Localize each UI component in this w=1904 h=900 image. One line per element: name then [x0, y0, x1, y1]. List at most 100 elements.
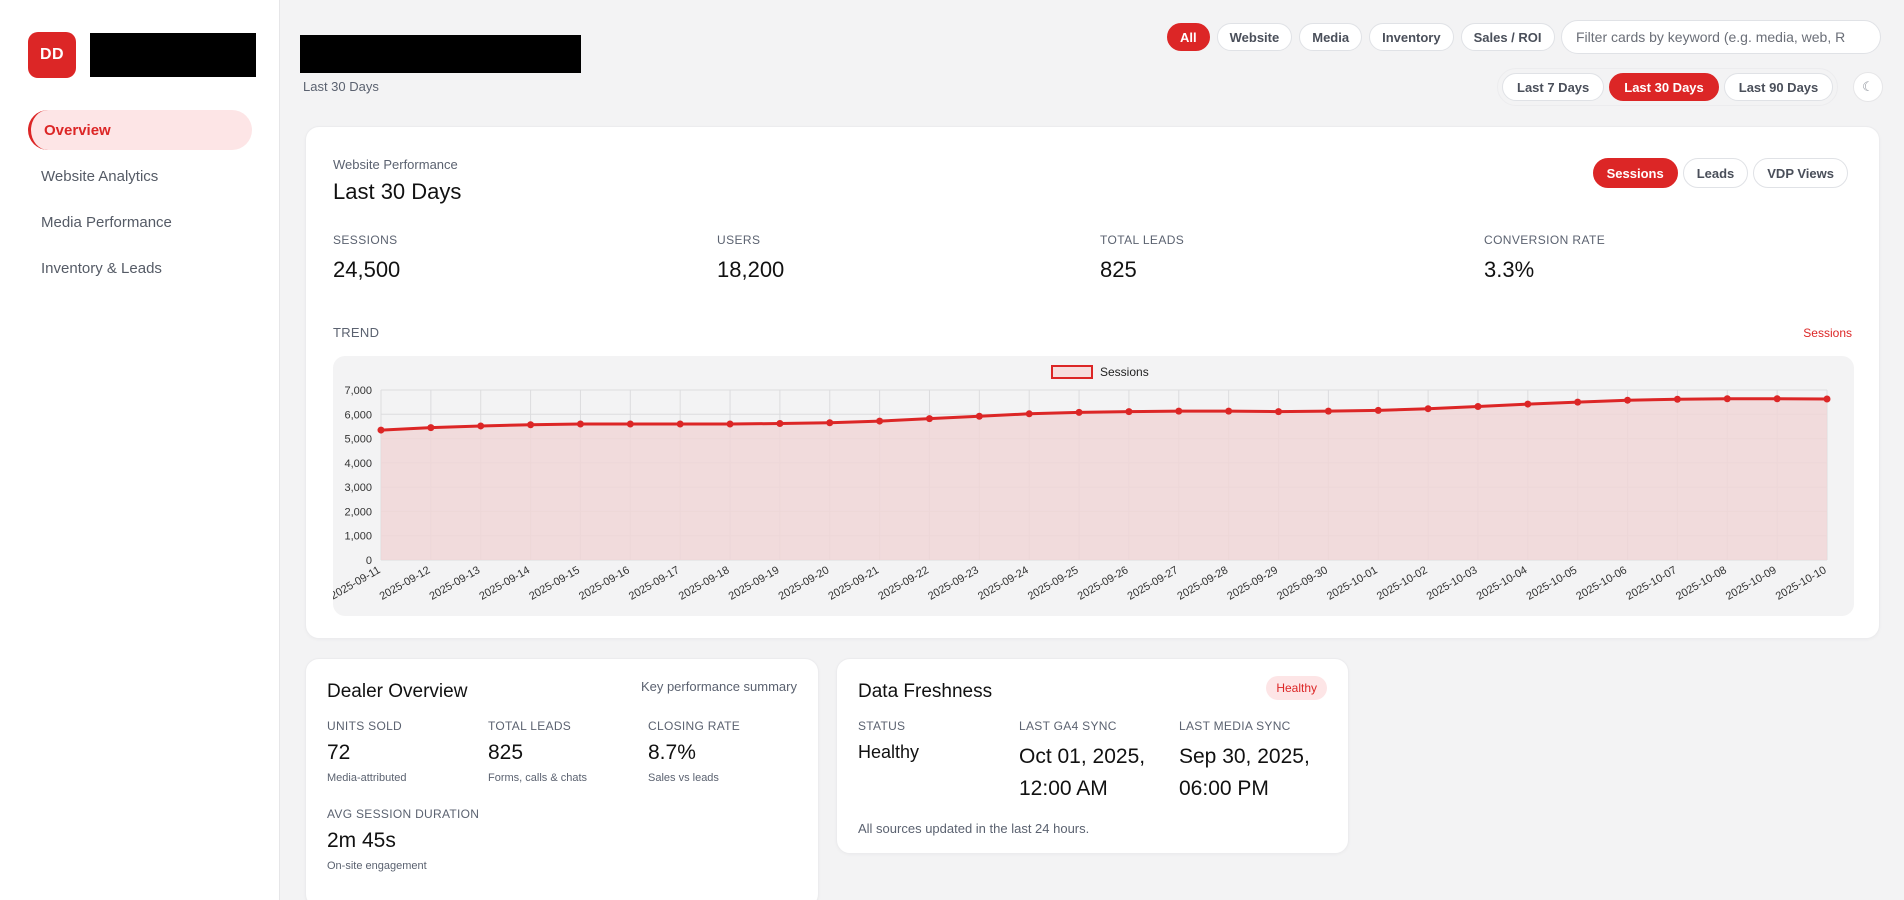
data-point [1324, 407, 1332, 415]
x-tick-label: 2025-09-11 [333, 564, 383, 602]
data-point [626, 420, 634, 428]
range-last-90-days[interactable]: Last 90 Days [1723, 73, 1834, 101]
metric-value: 72 [327, 741, 351, 764]
sidebar: DD Overview Website Analytics Media Perf… [0, 0, 280, 900]
range-last-30-days[interactable]: Last 30 Days [1609, 73, 1719, 101]
data-point [1125, 408, 1133, 416]
card-title: Last 30 Days [333, 179, 462, 204]
trend-label: TREND [333, 325, 380, 340]
tab-leads[interactable]: Leads [1682, 158, 1749, 188]
metric-label: TOTAL LEADS [488, 719, 572, 733]
ga4-sync-date: Oct 01, 2025, [1019, 745, 1146, 768]
kpi-value: 3.3% [1484, 257, 1535, 282]
data-point [1524, 400, 1532, 408]
sidebar-item-overview[interactable]: Overview [28, 110, 252, 150]
metric-sub: Forms, calls & chats [488, 772, 588, 784]
tab-sessions[interactable]: Sessions [1592, 158, 1678, 188]
data-point [726, 420, 734, 428]
kpi-label: USERS [717, 233, 761, 247]
data-point [1474, 403, 1482, 411]
x-tick-label: 2025-09-27 [1126, 564, 1181, 603]
x-tick-label: 2025-09-30 [1275, 564, 1330, 603]
dealer-overview-card: Dealer Overview Key performance summary … [305, 658, 819, 900]
y-tick-label: 5,000 [344, 434, 372, 446]
metric-label: UNITS SOLD [327, 719, 403, 733]
x-tick-label: 2025-09-18 [677, 564, 732, 603]
media-sync-time: 06:00 PM [1179, 777, 1269, 800]
kpi-label: CONVERSION RATE [1484, 233, 1606, 247]
metric-closing-rate: CLOSING RATE 8.7% Sales vs leads [648, 719, 740, 784]
x-tick-label: 2025-09-23 [926, 564, 981, 603]
data-point [1275, 408, 1283, 416]
sidebar-item-website-analytics[interactable]: Website Analytics [41, 167, 159, 185]
x-tick-label: 2025-09-29 [1225, 564, 1280, 603]
tab-vdp-views[interactable]: VDP Views [1753, 158, 1848, 188]
data-point [1823, 395, 1831, 403]
metric-value: 2m 45s [327, 829, 396, 852]
sessions-trend-chart: 0 1,000 2,000 3,000 4,000 5,000 6,000 7,000 2025… [333, 356, 1854, 616]
ga4-sync-label: LAST GA4 SYNC [1019, 719, 1117, 733]
data-point [876, 417, 884, 425]
kpi-conversion-rate: CONVERSION RATE 3.3% [1484, 233, 1605, 283]
kpi-value: 24,500 [333, 257, 401, 282]
data-point [776, 420, 784, 428]
series-line [380, 397, 1828, 432]
date-range-selector: Last 7 Days Last 30 Days Last 90 Days [1497, 68, 1839, 106]
x-tick-label: 2025-09-28 [1175, 564, 1230, 603]
data-point [1025, 410, 1033, 418]
filter-chip-sales-roi[interactable]: Sales / ROI [1460, 23, 1555, 51]
data-point [377, 426, 385, 434]
metric-label: AVG SESSION DURATION [327, 807, 480, 821]
website-performance-card: Website Performance Last 30 Days Session… [305, 126, 1880, 639]
card-note: Key performance summary [640, 679, 797, 694]
moon-icon[interactable]: ☾ [1853, 72, 1883, 102]
redacted-dealer-name [90, 33, 256, 77]
media-sync-label: LAST MEDIA SYNC [1179, 719, 1291, 733]
filter-chip-website[interactable]: Website [1216, 23, 1293, 51]
card-eyebrow: Website Performance [333, 157, 458, 172]
x-tick-label: 2025-10-01 [1325, 564, 1380, 603]
brand: DD [28, 32, 256, 78]
x-tick-label: 2025-09-15 [527, 564, 582, 603]
y-tick-label: 7,000 [344, 385, 372, 397]
data-freshness-card: Data Freshness Healthy STATUS Healthy LA… [836, 658, 1349, 854]
x-tick-label: 2025-09-12 [378, 564, 433, 603]
x-tick-label: 2025-09-22 [876, 564, 931, 603]
filter-chip-media[interactable]: Media [1299, 23, 1363, 51]
dealer-logo[interactable]: DD [28, 32, 76, 78]
x-tick-label: 2025-09-14 [477, 564, 532, 603]
x-tick-label: 2025-10-02 [1375, 564, 1430, 603]
sidebar-item-media-performance[interactable]: Media Performance [41, 213, 172, 231]
data-point [527, 421, 535, 429]
x-tick-label: 2025-10-08 [1674, 564, 1729, 603]
y-tick-label: 4,000 [344, 458, 372, 470]
x-tick-label: 2025-10-09 [1724, 564, 1779, 603]
data-point [925, 415, 933, 423]
x-tick-label: 2025-09-24 [976, 564, 1031, 603]
ga4-sync-time: 12:00 AM [1019, 777, 1108, 800]
data-point [1723, 395, 1731, 403]
x-tick-label: 2025-09-21 [826, 564, 881, 603]
metric-sub: On-site engagement [327, 860, 427, 872]
metric-sub: Sales vs leads [648, 772, 719, 784]
card-filter-search-input[interactable] [1561, 20, 1881, 54]
trend-chart-svg: 0 1,000 2,000 3,000 4,000 5,000 6,000 7,000 2025… [333, 365, 1831, 603]
sidebar-item-inventory-leads[interactable]: Inventory & Leads [41, 259, 162, 277]
metric-total-leads: TOTAL LEADS 825 Forms, calls & chats [488, 719, 587, 784]
metric-value: 825 [488, 741, 524, 764]
range-last-7-days[interactable]: Last 7 Days [1502, 73, 1605, 101]
x-tick-label: 2025-09-16 [577, 564, 632, 603]
status-badge: Healthy [1266, 676, 1327, 700]
y-tick-label: 1,000 [344, 531, 372, 543]
freshness-footer: All sources updated in the last 24 hours… [858, 821, 1090, 836]
kpi-value: 825 [1100, 257, 1137, 282]
metric-units-sold: UNITS SOLD 72 Media-attributed [327, 719, 407, 784]
filter-chip-inventory[interactable]: Inventory [1369, 23, 1454, 51]
x-tick-label: 2025-10-04 [1475, 564, 1530, 603]
sidebar-nav: Overview Website Analytics Media Perform… [28, 110, 252, 294]
filter-chip-all[interactable]: All [1167, 23, 1210, 51]
data-point [1175, 407, 1183, 415]
data-point [1624, 396, 1632, 404]
x-tick-label: 2025-10-06 [1574, 564, 1629, 603]
data-point [477, 422, 485, 430]
